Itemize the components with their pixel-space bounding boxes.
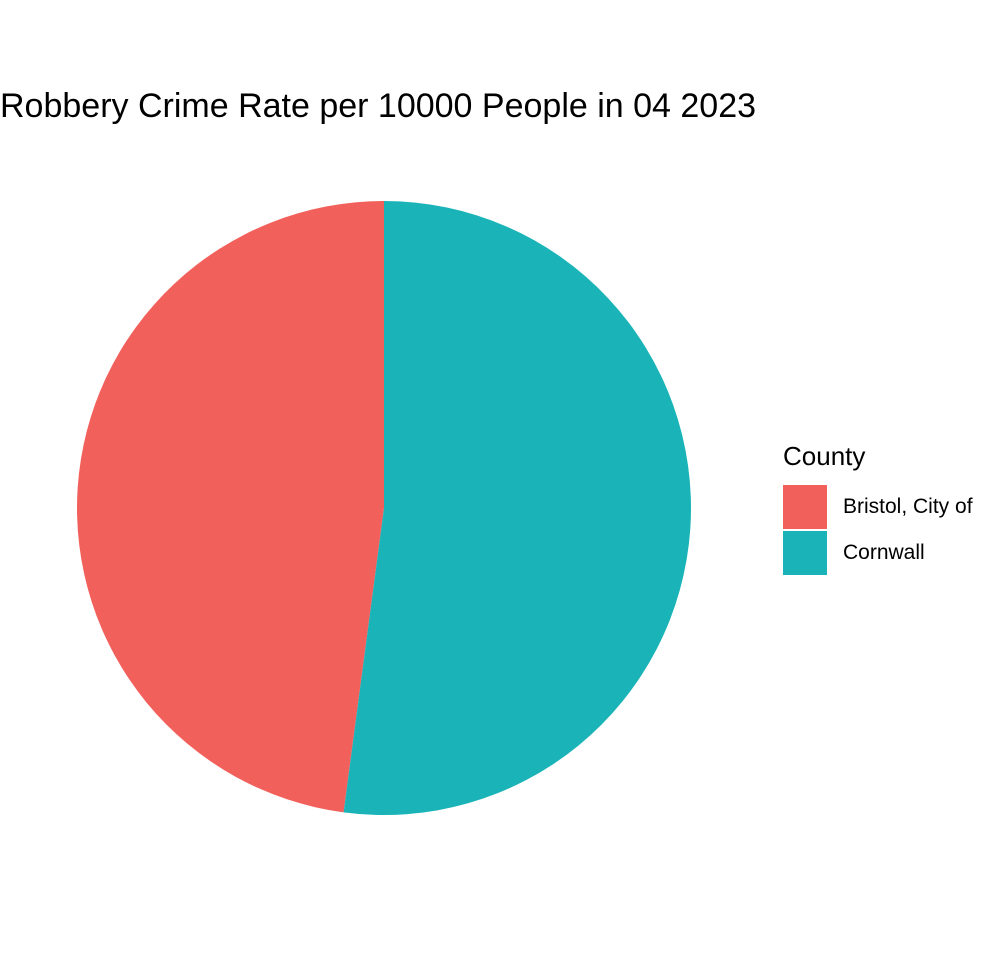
pie-slice-cornwall bbox=[343, 201, 692, 816]
legend-label: Bristol, City of bbox=[843, 495, 973, 518]
legend-item: Cornwall bbox=[783, 530, 973, 576]
legend-swatch bbox=[783, 485, 827, 529]
legend-item: Bristol, City of bbox=[783, 484, 973, 530]
legend-swatch bbox=[783, 531, 827, 575]
pie-slice-bristol-city-of bbox=[77, 201, 384, 813]
legend-items: Bristol, City of Cornwall bbox=[783, 484, 973, 576]
legend: County Bristol, City of Cornwall bbox=[783, 440, 973, 576]
legend-label: Cornwall bbox=[843, 541, 925, 564]
chart-title: Robbery Crime Rate per 10000 People in 0… bbox=[0, 87, 757, 125]
legend-title: County bbox=[783, 441, 866, 471]
pie-slices bbox=[77, 201, 692, 816]
